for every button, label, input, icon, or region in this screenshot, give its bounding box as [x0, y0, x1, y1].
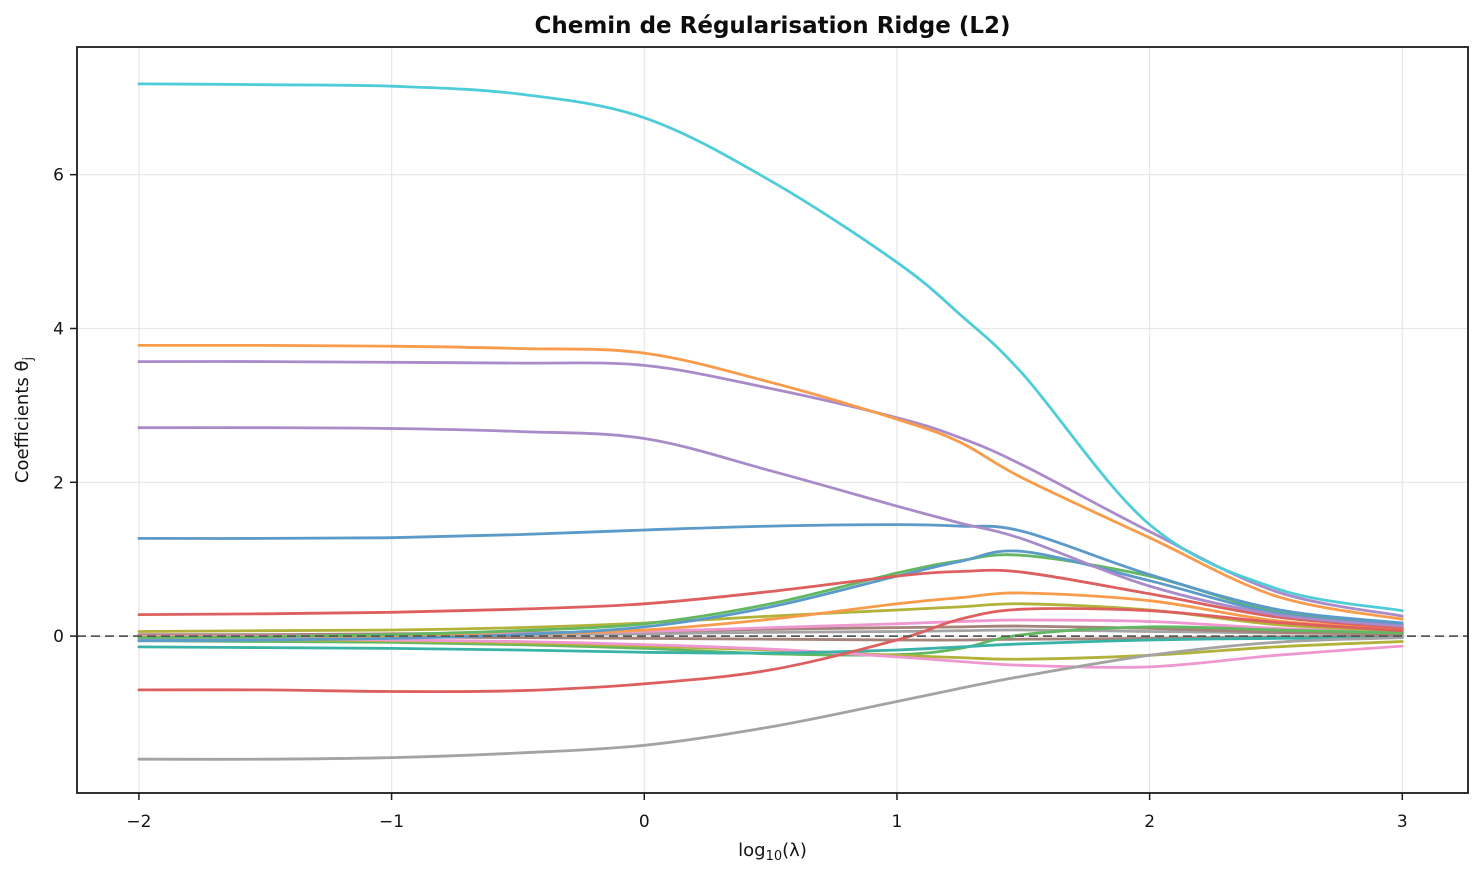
y-tick-label: 0: [53, 627, 64, 647]
x-axis-label: log10(λ): [738, 840, 807, 864]
series-line-gray-1: [137, 636, 1404, 761]
series-line-red-2: [137, 607, 1404, 694]
series-line-orange-1: [137, 343, 1404, 621]
series-line-purple-2: [137, 426, 1404, 628]
x-tick-label: −2: [126, 812, 151, 832]
series-layer: [137, 82, 1404, 761]
x-tick-label: 2: [1144, 812, 1155, 832]
y-axis-label: Coefficients θj: [12, 357, 36, 483]
x-tick-label: 1: [892, 812, 903, 832]
series-line-cyan-1: [137, 82, 1404, 613]
plot-spines: [76, 46, 1469, 794]
series-line-teal-2: [137, 636, 1404, 655]
series-line-purple-1: [137, 360, 1404, 618]
series-line-green-1: [137, 625, 1404, 657]
axes-layer: −2 −1 0 1 2 3 0 2 4 6: [53, 46, 1469, 832]
y-tick-label: 2: [53, 473, 64, 493]
grid-layer: [77, 47, 1468, 793]
y-tick-label: 4: [53, 319, 64, 339]
x-tick-label: 0: [639, 812, 650, 832]
series-line-blue-1: [137, 523, 1404, 625]
chart-title: Chemin de Régularisation Ridge (L2): [534, 13, 1010, 39]
series-line-red-1: [137, 568, 1404, 629]
x-tick-label: 3: [1397, 812, 1408, 832]
x-tick-label: −1: [379, 812, 404, 832]
y-tick-label: 6: [53, 166, 64, 186]
series-line-blue-2: [137, 549, 1404, 643]
